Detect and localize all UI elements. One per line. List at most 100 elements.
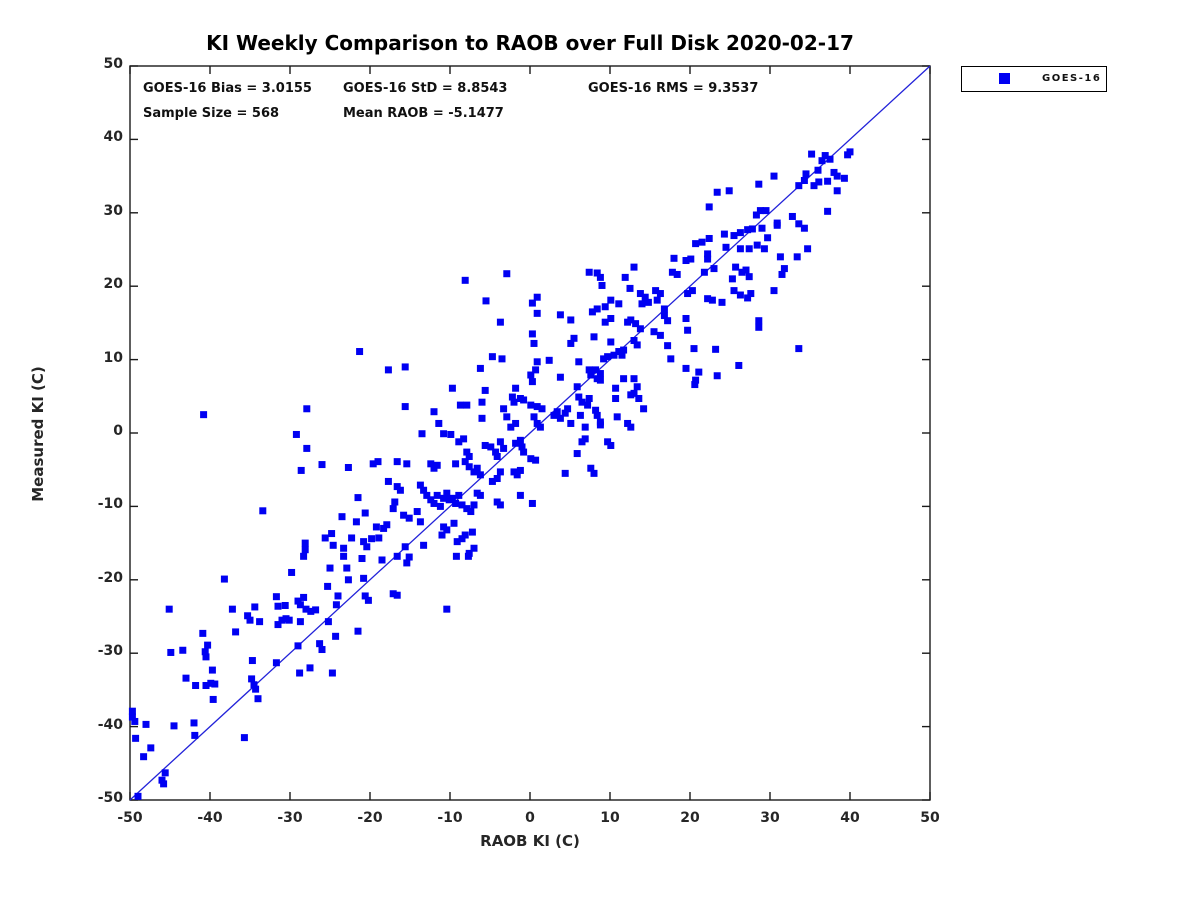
scatter-point xyxy=(461,458,469,466)
scatter-point xyxy=(824,177,832,185)
scatter-point xyxy=(704,255,712,263)
scatter-point xyxy=(199,629,207,637)
scatter-point xyxy=(302,605,310,613)
scatter-point xyxy=(503,413,511,421)
scatter-point xyxy=(736,229,744,237)
y-tick-label: 10 xyxy=(103,349,123,366)
scatter-point xyxy=(764,234,772,242)
scatter-point xyxy=(587,464,595,472)
scatter-point xyxy=(762,207,770,215)
scatter-point xyxy=(476,364,484,372)
scatter-point xyxy=(300,593,308,601)
scatter-point xyxy=(476,491,484,499)
scatter-point xyxy=(773,221,781,229)
scatter-point xyxy=(673,270,681,278)
scatter-point xyxy=(833,187,841,195)
scatter-point xyxy=(458,501,466,509)
scatter-point xyxy=(755,317,763,325)
scatter-point xyxy=(810,182,818,190)
x-tick-label: 10 xyxy=(600,810,620,826)
scatter-point xyxy=(211,680,219,688)
scatter-point xyxy=(516,436,524,444)
scatter-point xyxy=(372,523,380,531)
scatter-point xyxy=(638,300,646,308)
scatter-point xyxy=(478,398,486,406)
scatter-point xyxy=(735,361,743,369)
scatter-point xyxy=(393,483,401,491)
scatter-point xyxy=(433,461,441,469)
scatter-point xyxy=(636,290,644,298)
scatter-point xyxy=(532,366,540,374)
scatter-point xyxy=(465,463,473,471)
scatter-point xyxy=(808,150,816,158)
scatter-point xyxy=(516,466,524,474)
scatter-point xyxy=(391,498,399,506)
scatter-point xyxy=(682,257,690,265)
scatter-point xyxy=(607,441,615,449)
scatter-point xyxy=(533,419,541,427)
scatter-point xyxy=(776,253,784,261)
scatter-point xyxy=(630,337,638,345)
scatter-point xyxy=(745,273,753,281)
scatter-point xyxy=(303,444,311,452)
scatter-point xyxy=(553,408,561,416)
scatter-point xyxy=(556,373,564,381)
y-axis-label: Measured KI (C) xyxy=(29,366,47,502)
scatter-point xyxy=(500,405,508,413)
stat-sample-size: Sample Size = 568 xyxy=(143,106,280,121)
scatter-point xyxy=(363,543,371,551)
stat-bias: GOES-16 Bias = 3.0155 xyxy=(143,81,312,96)
scatter-point xyxy=(824,207,832,215)
scatter-point xyxy=(316,640,324,648)
scatter-point xyxy=(770,172,778,180)
scatter-point xyxy=(487,443,495,451)
scatter-point xyxy=(321,534,329,542)
scatter-point xyxy=(338,513,346,521)
scatter-point xyxy=(747,290,755,298)
scatter-point xyxy=(713,372,721,380)
scatter-point xyxy=(722,243,730,251)
scatter-point xyxy=(567,316,575,324)
scatter-point xyxy=(656,290,664,298)
scatter-point xyxy=(202,681,210,689)
scatter-point xyxy=(470,468,478,476)
scatter-point xyxy=(306,664,314,672)
scatter-point xyxy=(744,226,752,234)
scatter-point xyxy=(396,486,404,494)
scatter-point xyxy=(705,203,713,211)
scatter-point xyxy=(575,393,583,401)
scatter-point xyxy=(604,353,612,361)
scatter-point xyxy=(621,273,629,281)
scatter-point xyxy=(389,505,397,513)
scatter-point xyxy=(755,180,763,188)
scatter-point xyxy=(344,576,352,584)
scatter-point xyxy=(132,734,140,742)
scatter-point xyxy=(473,464,481,472)
scatter-point xyxy=(420,486,428,494)
scatter-point xyxy=(493,452,501,460)
x-axis-label: RAOB KI (C) xyxy=(480,832,580,850)
scatter-point xyxy=(728,275,736,283)
scatter-point xyxy=(246,616,254,624)
scatter-point xyxy=(596,273,604,281)
scatter-point xyxy=(576,411,584,419)
scatter-point xyxy=(725,187,733,195)
scatter-point xyxy=(179,646,187,654)
scatter-point xyxy=(352,518,360,526)
scatter-point xyxy=(744,294,752,302)
scatter-point xyxy=(567,339,575,347)
scatter-point xyxy=(664,317,672,325)
scatter-point xyxy=(601,303,609,311)
scatter-point xyxy=(458,535,466,543)
scatter-point xyxy=(256,618,264,626)
scatter-point xyxy=(158,776,166,784)
scatter-point xyxy=(455,491,463,499)
scatter-point xyxy=(208,666,216,674)
scatter-point xyxy=(248,657,256,665)
scatter-point xyxy=(630,263,638,271)
scatter-point xyxy=(633,383,641,391)
scatter-point xyxy=(692,240,700,248)
scatter-point xyxy=(530,339,538,347)
scatter-point xyxy=(630,375,638,383)
